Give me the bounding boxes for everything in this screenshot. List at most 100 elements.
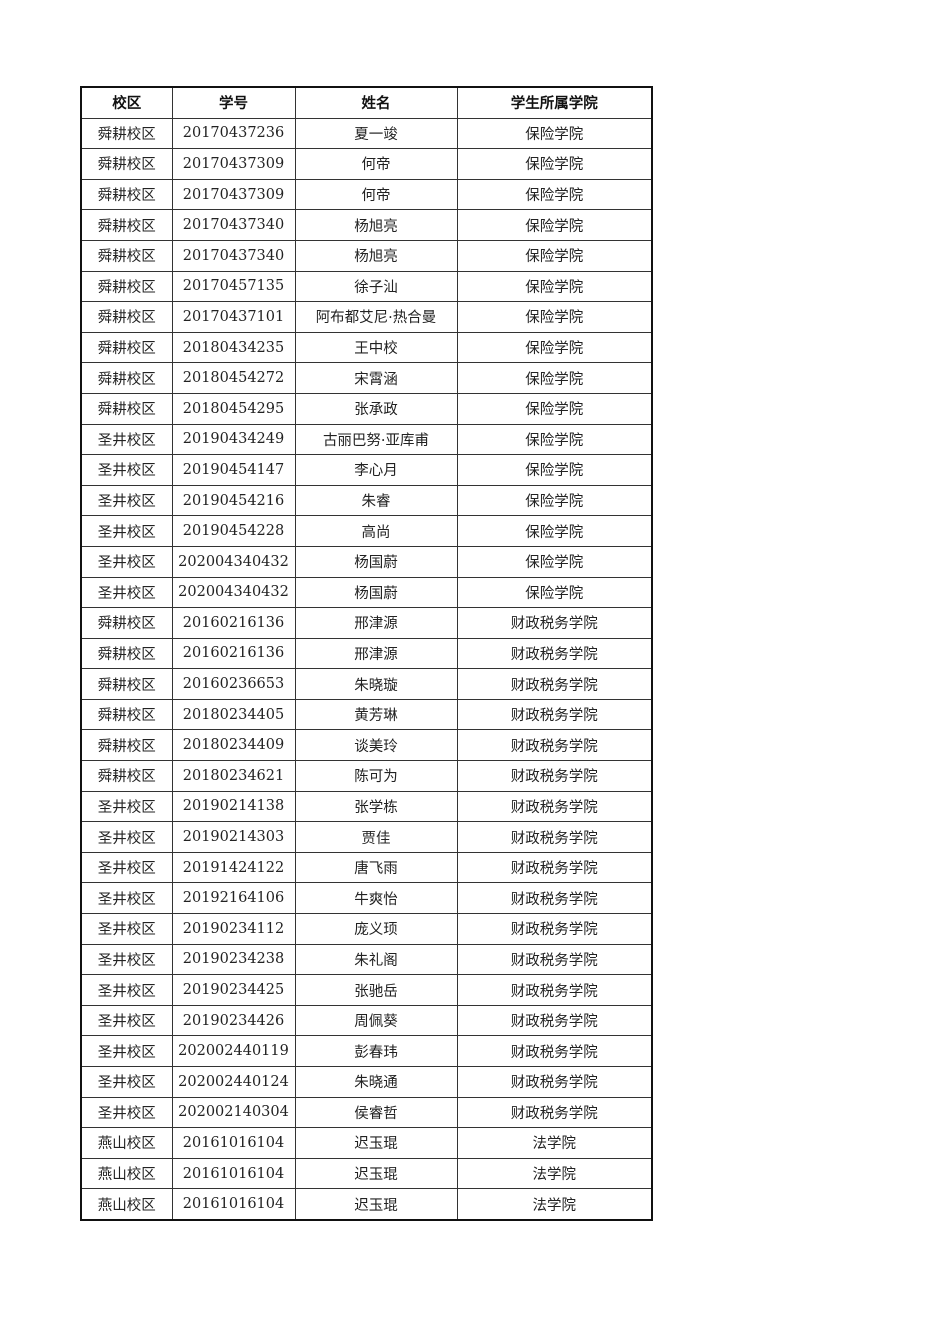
cell-college: 财政税务学院 <box>456 851 653 884</box>
cell-college: 保险学院 <box>456 423 653 456</box>
cell-name: 谈美玲 <box>294 729 458 762</box>
cell-student-id: 20160216136 <box>171 607 296 639</box>
cell-name: 邢津源 <box>294 637 458 670</box>
cell-college: 财政税务学院 <box>456 1035 653 1067</box>
cell-college: 财政税务学院 <box>456 943 653 976</box>
cell-campus: 圣井校区 <box>80 1035 173 1067</box>
table-row: 圣井校区 20190454147 李心月 保险学院 <box>80 454 653 486</box>
cell-student-id: 20190434249 <box>171 423 296 456</box>
cell-campus: 圣井校区 <box>80 913 173 945</box>
header-student-id: 学号 <box>171 86 296 119</box>
cell-name: 阿布都艾尼·热合曼 <box>294 301 458 333</box>
cell-student-id: 20180234621 <box>171 760 296 792</box>
cell-student-id: 202004340432 <box>171 576 296 609</box>
cell-student-id: 20170437309 <box>171 178 296 211</box>
cell-college: 法学院 <box>456 1127 653 1159</box>
cell-campus: 圣井校区 <box>80 545 173 578</box>
header-campus: 校区 <box>80 86 173 119</box>
cell-student-id: 20190454228 <box>171 515 296 547</box>
cell-campus: 圣井校区 <box>80 1066 173 1098</box>
cell-college: 财政税务学院 <box>456 913 653 945</box>
cell-campus: 舜耕校区 <box>80 729 173 762</box>
cell-college: 保险学院 <box>456 178 653 211</box>
table-row: 舜耕校区 20170437309 何帝 保险学院 <box>80 148 653 180</box>
cell-name: 唐飞雨 <box>294 851 458 884</box>
cell-college: 保险学院 <box>456 454 653 486</box>
table-row: 舜耕校区 20170437236 夏一竣 保险学院 <box>80 117 653 150</box>
cell-name: 庞义顼 <box>294 913 458 945</box>
cell-campus: 圣井校区 <box>80 851 173 884</box>
cell-college: 财政税务学院 <box>456 790 653 823</box>
cell-student-id: 202004340432 <box>171 545 296 578</box>
cell-student-id: 20161016104 <box>171 1157 296 1190</box>
cell-student-id: 20190234425 <box>171 974 296 1006</box>
cell-campus: 燕山校区 <box>80 1127 173 1159</box>
cell-student-id: 20160216136 <box>171 637 296 670</box>
cell-student-id: 20180454272 <box>171 362 296 394</box>
cell-college: 保险学院 <box>456 362 653 394</box>
cell-campus: 舜耕校区 <box>80 760 173 792</box>
cell-name: 何帝 <box>294 178 458 211</box>
table-row: 舜耕校区 20180234621 陈可为 财政税务学院 <box>80 760 653 792</box>
cell-campus: 圣井校区 <box>80 974 173 1006</box>
cell-name: 宋霄涵 <box>294 362 458 394</box>
table-row: 圣井校区 202002440119 彭春玮 财政税务学院 <box>80 1035 653 1067</box>
cell-campus: 圣井校区 <box>80 943 173 976</box>
cell-college: 财政税务学院 <box>456 698 653 731</box>
header-name: 姓名 <box>294 86 458 119</box>
cell-student-id: 20190234112 <box>171 913 296 945</box>
table-row: 圣井校区 202004340432 杨国蔚 保险学院 <box>80 545 653 578</box>
cell-student-id: 20160236653 <box>171 668 296 700</box>
cell-college: 保险学院 <box>456 148 653 180</box>
table-row: 圣井校区 20190454228 高尚 保险学院 <box>80 515 653 547</box>
cell-student-id: 20190214303 <box>171 821 296 853</box>
table-row: 舜耕校区 20170437340 杨旭亮 保险学院 <box>80 209 653 241</box>
table-row: 舜耕校区 20180454295 张承政 保险学院 <box>80 392 653 425</box>
cell-campus: 舜耕校区 <box>80 178 173 211</box>
cell-college: 保险学院 <box>456 209 653 241</box>
cell-name: 贾佳 <box>294 821 458 853</box>
cell-name: 杨旭亮 <box>294 209 458 241</box>
table-row: 圣井校区 202002140304 侯睿哲 财政税务学院 <box>80 1096 653 1129</box>
cell-campus: 圣井校区 <box>80 515 173 547</box>
cell-student-id: 20170437340 <box>171 209 296 241</box>
cell-student-id: 20170437340 <box>171 239 296 272</box>
cell-student-id: 20161016104 <box>171 1127 296 1159</box>
cell-name: 张学栋 <box>294 790 458 823</box>
cell-college: 保险学院 <box>456 301 653 333</box>
table-row: 圣井校区 20190214138 张学栋 财政税务学院 <box>80 790 653 823</box>
cell-college: 财政税务学院 <box>456 760 653 792</box>
cell-college: 保险学院 <box>456 239 653 272</box>
cell-college: 保险学院 <box>456 484 653 517</box>
header-row: 校区 学号 姓名 学生所属学院 <box>80 86 653 119</box>
cell-name: 迟玉琨 <box>294 1127 458 1159</box>
cell-campus: 舜耕校区 <box>80 362 173 394</box>
table-row: 舜耕校区 20180234405 黄芳琳 财政税务学院 <box>80 698 653 731</box>
header-college: 学生所属学院 <box>456 86 653 119</box>
cell-name: 迟玉琨 <box>294 1157 458 1190</box>
cell-name: 朱晓璇 <box>294 668 458 700</box>
cell-campus: 舜耕校区 <box>80 392 173 425</box>
table-row: 圣井校区 202002440124 朱晓通 财政税务学院 <box>80 1066 653 1098</box>
table-row: 圣井校区 20191424122 唐飞雨 财政税务学院 <box>80 851 653 884</box>
cell-student-id: 20180454295 <box>171 392 296 425</box>
cell-college: 法学院 <box>456 1157 653 1190</box>
cell-college: 保险学院 <box>456 331 653 364</box>
table-row: 圣井校区 20190214303 贾佳 财政税务学院 <box>80 821 653 853</box>
table-row: 舜耕校区 20170437309 何帝 保险学院 <box>80 178 653 211</box>
cell-college: 保险学院 <box>456 117 653 150</box>
cell-student-id: 20170437309 <box>171 148 296 180</box>
cell-student-id: 20190234238 <box>171 943 296 976</box>
cell-campus: 圣井校区 <box>80 423 173 456</box>
cell-college: 财政税务学院 <box>456 1096 653 1129</box>
table-row: 圣井校区 20190234426 周佩葵 财政税务学院 <box>80 1004 653 1037</box>
table-row: 舜耕校区 20170437340 杨旭亮 保险学院 <box>80 239 653 272</box>
cell-student-id: 202002440119 <box>171 1035 296 1067</box>
cell-student-id: 20170437236 <box>171 117 296 150</box>
cell-name: 彭春玮 <box>294 1035 458 1067</box>
cell-name: 周佩葵 <box>294 1004 458 1037</box>
table-row: 舜耕校区 20160216136 邢津源 财政税务学院 <box>80 637 653 670</box>
cell-campus: 圣井校区 <box>80 576 173 609</box>
cell-student-id: 20190214138 <box>171 790 296 823</box>
cell-name: 张承政 <box>294 392 458 425</box>
